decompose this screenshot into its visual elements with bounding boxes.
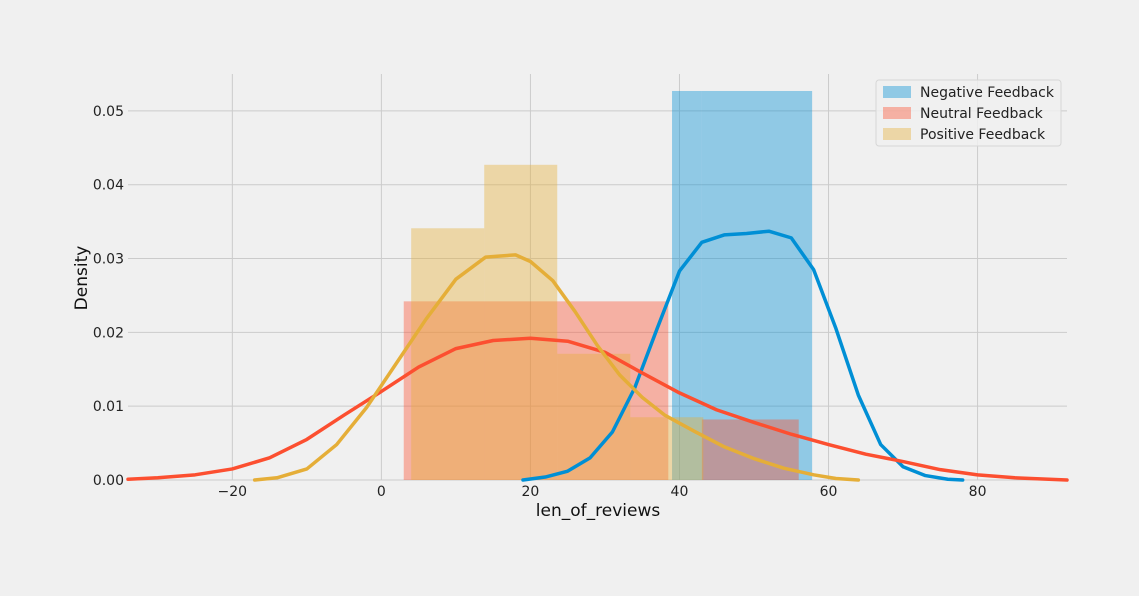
x-tick-label: 20 [522,484,540,500]
histogram-bar-series-0 [672,90,702,480]
y-axis-title: Density [72,246,92,311]
legend-swatch [883,128,911,140]
tick-labels: −20 0 20 40 60 80 0.00 0.01 0.02 0.03 0.04 0.05 [93,104,987,500]
histogram-bars [403,90,813,480]
x-axis-title: len_of_reviews [536,501,661,521]
x-tick-label: 60 [820,484,838,500]
y-tick-label: 0.01 [93,399,124,415]
histogram-bar-series-2 [630,417,704,480]
histogram-bar-series-2 [484,164,558,480]
kde-curves [126,229,1069,482]
y-tick-label: 0.00 [93,473,124,489]
x-tick-label: 80 [969,484,987,500]
histogram-bar-series-0 [701,90,813,480]
y-tick-label: 0.03 [93,252,124,268]
legend-label: Negative Feedback [920,85,1055,101]
y-tick-label: 0.04 [93,178,124,194]
legend-swatch [883,107,911,119]
histogram-bar-series-1 [403,301,669,480]
x-tick-label: 0 [377,484,386,500]
y-tick-label: 0.05 [93,104,124,120]
histogram-bar-series-1 [701,419,799,480]
legend-label: Neutral Feedback [920,106,1044,122]
kde-line-series-2 [252,253,861,482]
legend-label: Positive Feedback [920,127,1046,143]
legend-swatch [883,86,911,98]
legend: Negative Feedback Neutral Feedback Positiv… [875,79,1062,147]
legend-frame [875,79,1062,147]
kde-line-series-1 [126,336,1069,482]
x-tick-label: 40 [671,484,689,500]
y-tick-label: 0.02 [93,325,124,341]
x-tick-label: −20 [218,484,248,500]
